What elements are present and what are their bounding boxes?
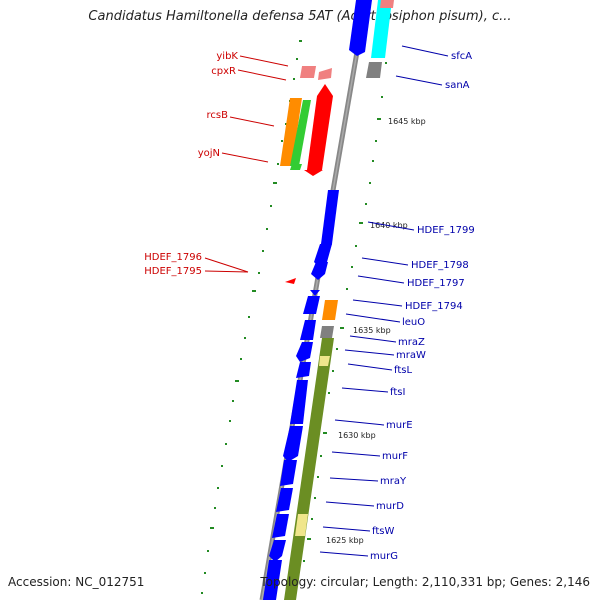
gene-feature-murE: [283, 426, 303, 462]
tick-marks: [201, 40, 387, 594]
gene-feature-pale-1: [319, 356, 330, 366]
reverse-labels: [319, 45, 449, 557]
gene-label-murE: murE: [386, 420, 413, 431]
gene-feature-sfcA: [349, 0, 372, 56]
gene-feature-cpxR: [318, 68, 332, 80]
gene-feature-cyan: [371, 0, 392, 58]
gene-label-ftsI: ftsI: [390, 387, 405, 398]
gene-feature-pale-2: [295, 514, 308, 536]
gene-label-cpxR: cpxR: [211, 66, 236, 77]
gene-feature-HDEF_1799: [321, 190, 339, 254]
gene-feature-yojN: [290, 164, 302, 170]
accession-label: Accession: NC_012751: [8, 575, 145, 589]
gene-feature-murF: [280, 460, 297, 486]
gene-label-yojN: yojN: [198, 148, 220, 159]
gene-feature-rcsB-arrow: [304, 170, 323, 176]
gene-feature-ftsI: [290, 380, 308, 424]
gene-feature-orange-1: [280, 98, 302, 166]
gene-feature-mraW: [296, 342, 313, 362]
gene-label-HDEF_1797: HDEF_1797: [407, 278, 465, 289]
gene-feature-HDEF_1797: [311, 262, 328, 280]
gene-label-murF: murF: [382, 451, 408, 462]
gene-feature-murD: [272, 514, 289, 538]
tick-label-1635: 1635 kbp: [353, 326, 391, 335]
gene-feature-green-1: [290, 100, 311, 166]
gene-label-HDEF_1796: HDEF_1796: [144, 252, 202, 263]
gene-feature-gray-2: [320, 326, 334, 338]
tick-label-1645: 1645 kbp: [388, 117, 426, 126]
gene-feature-HDEF_1794: [310, 290, 320, 296]
gene-feature-mraZ: [300, 320, 316, 340]
gene-label-sanA: sanA: [445, 80, 470, 91]
tick-label-1630: 1630 kbp: [338, 431, 376, 440]
gene-label-HDEF_1798: HDEF_1798: [411, 260, 469, 271]
gene-feature-sanA: [366, 62, 382, 78]
forward-features: [280, 66, 333, 284]
gene-feature-leuO: [303, 296, 320, 314]
gene-label-ftsW: ftsW: [372, 526, 394, 537]
gene-label-ftsL: ftsL: [394, 365, 412, 376]
gene-label-HDEF_1795: HDEF_1795: [144, 266, 202, 277]
gene-feature-light-top: [380, 0, 394, 8]
gene-label-HDEF_1794: HDEF_1794: [405, 301, 463, 312]
map-title: Candidatus Hamiltonella defensa 5AT (Acy…: [88, 9, 512, 24]
gene-feature-ftsW: [269, 540, 286, 562]
reverse-features: [263, 0, 394, 600]
gene-label-mraZ: mraZ: [398, 337, 425, 348]
gene-feature-rcsB: [307, 84, 333, 170]
gene-label-sfcA: sfcA: [451, 51, 472, 62]
gene-feature-leuO-orange: [322, 300, 338, 320]
gene-label-yibK: yibK: [216, 51, 238, 62]
gene-label-mraW: mraW: [396, 350, 426, 361]
gene-feature-HDEF_1795: [285, 278, 296, 284]
genome-summary: Topology: circular; Length: 2,110,331 bp…: [260, 575, 590, 589]
gene-label-murD: murD: [376, 501, 404, 512]
tick-label-1625: 1625 kbp: [326, 536, 364, 545]
forward-labels: [204, 55, 289, 273]
gene-label-murG: murG: [370, 551, 398, 562]
gene-feature-ftsL: [296, 362, 311, 378]
gene-label-HDEF_1799: HDEF_1799: [417, 225, 475, 236]
gene-feature-yibK: [299, 66, 317, 78]
gene-feature-murG: [263, 560, 282, 600]
gene-label-rcsB: rcsB: [207, 110, 229, 121]
gene-label-leuO: leuO: [402, 317, 425, 328]
gene-label-mraY: mraY: [380, 476, 407, 487]
gene-feature-mraY: [276, 488, 293, 512]
